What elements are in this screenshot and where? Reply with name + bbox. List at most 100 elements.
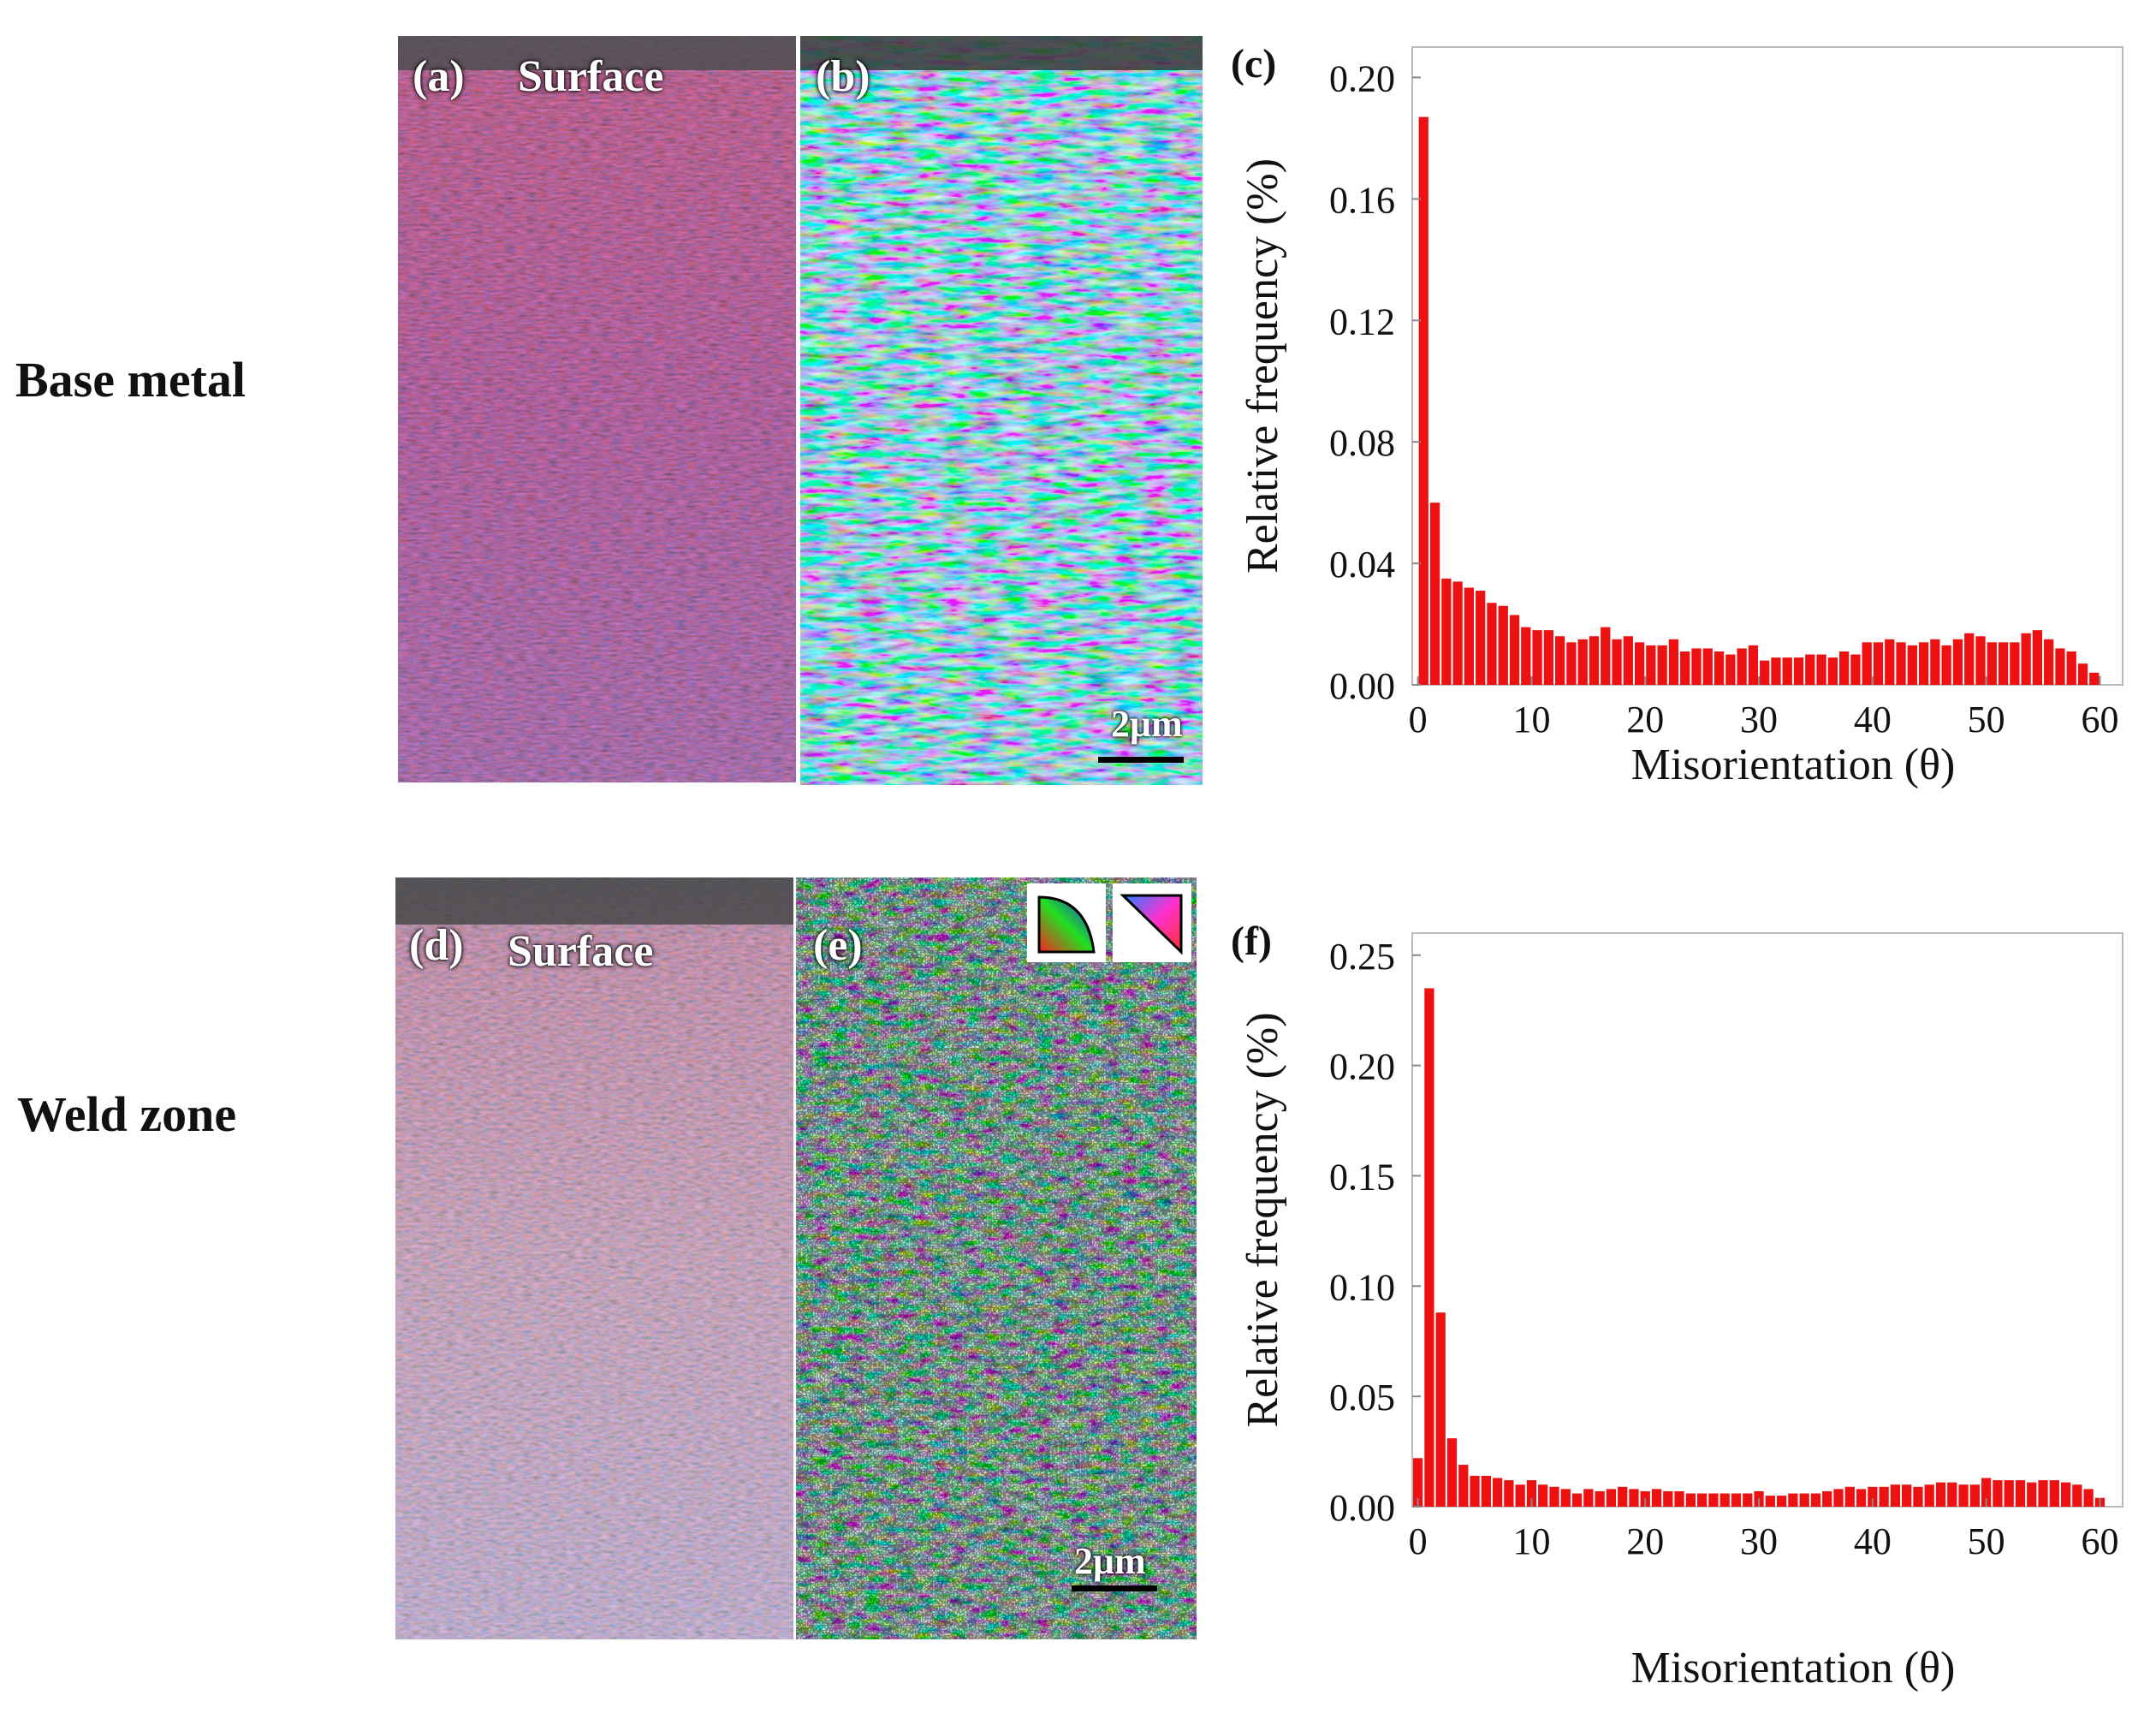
panel-e-scalebar bbox=[1072, 1585, 1157, 1591]
chart-c-bar bbox=[1543, 630, 1553, 685]
chart-c-y-tick-label: 0.16 bbox=[1329, 179, 1395, 221]
chart-c-x-tick-label: 10 bbox=[1512, 699, 1550, 741]
chart-f-bar bbox=[1606, 1489, 1617, 1507]
chart-c-bar bbox=[1589, 636, 1600, 685]
chart-f-bar bbox=[1743, 1493, 1753, 1507]
chart-f-bar bbox=[1981, 1478, 1992, 1507]
chart-c-x-tick-label: 20 bbox=[1626, 699, 1664, 741]
chart-f-bar bbox=[1902, 1484, 1912, 1507]
chart-f-x-tick-label: 40 bbox=[1854, 1520, 1892, 1562]
chart-c: (c) 0.00 0.04 0.08 0.12 0.16 0.20 0 10 20 30 40 50… bbox=[1231, 41, 2123, 789]
chart-f-bar bbox=[1765, 1496, 1775, 1507]
chart-f-bar bbox=[1595, 1490, 1605, 1507]
ipf-key-triangle-icon bbox=[1027, 883, 1106, 962]
chart-c-bar bbox=[1748, 645, 1759, 685]
chart-c-bar bbox=[1850, 654, 1861, 685]
chart-f-bar bbox=[1618, 1486, 1628, 1507]
chart-f-bar bbox=[1663, 1490, 1673, 1507]
chart-c-bar bbox=[1725, 654, 1736, 685]
chart-c-bar bbox=[2077, 663, 2088, 685]
chart-f-bar bbox=[1868, 1486, 1878, 1507]
chart-f-bar bbox=[1515, 1484, 1525, 1507]
chart-f-bar bbox=[1413, 1458, 1423, 1507]
panel-e-ipf-map bbox=[796, 877, 1197, 1639]
chart-c-bar bbox=[1532, 630, 1542, 685]
chart-c-bar bbox=[2089, 672, 2100, 685]
panel-d-texture bbox=[395, 877, 793, 1639]
chart-c-bar bbox=[1862, 642, 1872, 685]
panel-b-letter: (b) bbox=[816, 52, 870, 101]
chart-f-bar bbox=[2038, 1480, 2048, 1507]
chart-c-bar bbox=[1805, 654, 1815, 685]
chart-c-bar bbox=[1691, 648, 1702, 685]
chart-c-plot-frame bbox=[1411, 46, 2123, 686]
chart-f-bar bbox=[1470, 1475, 1480, 1507]
chart-f-bar bbox=[1685, 1493, 1696, 1507]
chart-c-x-tick-label: 60 bbox=[2081, 699, 2118, 741]
chart-f-bar bbox=[2072, 1484, 2082, 1507]
panel-a-texture bbox=[398, 36, 796, 782]
chart-f-bar bbox=[1697, 1493, 1708, 1507]
chart-f-x-axis-label: Misorientation (θ) bbox=[1631, 1644, 1956, 1692]
chart-f-bar bbox=[1583, 1489, 1594, 1507]
chart-f-bar bbox=[1810, 1493, 1821, 1507]
chart-c-bar bbox=[2055, 648, 2065, 685]
panel-a-micrograph bbox=[398, 36, 796, 782]
chart-f-bar bbox=[2083, 1489, 2094, 1507]
chart-c-bar bbox=[1827, 657, 1838, 685]
chart-c-bar bbox=[1998, 642, 2009, 685]
chart-f-bar bbox=[1958, 1484, 1969, 1507]
chart-c-bar bbox=[1964, 633, 1975, 685]
chart-f-bar bbox=[1435, 1312, 1446, 1507]
chart-f-bar bbox=[1844, 1486, 1855, 1507]
chart-f-plot-frame bbox=[1411, 932, 2123, 1508]
chart-c-bar bbox=[1555, 636, 1565, 685]
chart-f-bar bbox=[1856, 1489, 1867, 1507]
chart-c-bar bbox=[1975, 636, 1986, 685]
chart-f-bar bbox=[1993, 1480, 2003, 1507]
chart-f-bar bbox=[1776, 1496, 1787, 1507]
chart-f-bar bbox=[1481, 1475, 1491, 1507]
chart-c-y-tick-label: 0.04 bbox=[1329, 544, 1395, 586]
chart-c-bar bbox=[1452, 581, 1463, 685]
chart-c-bar bbox=[1930, 639, 1940, 685]
panel-e-scale-label: 2μm bbox=[1074, 1540, 1146, 1582]
chart-c-bar bbox=[1702, 648, 1713, 685]
chart-c-bar bbox=[1521, 627, 1531, 685]
chart-c-x-tick-label: 50 bbox=[1968, 699, 2005, 741]
chart-f-x-tick-label: 60 bbox=[2081, 1520, 2118, 1562]
chart-c-bar bbox=[2010, 642, 2020, 685]
chart-f-bar bbox=[1799, 1493, 1809, 1507]
chart-c-bar bbox=[2044, 639, 2054, 685]
chart-f-x-tick-label: 0 bbox=[1409, 1520, 1428, 1562]
chart-f-bar bbox=[1538, 1484, 1548, 1507]
chart-f-bar bbox=[1719, 1493, 1730, 1507]
chart-c-bar bbox=[1816, 654, 1826, 685]
chart-c-bar bbox=[1623, 636, 1633, 685]
chart-f-bar bbox=[1560, 1489, 1571, 1507]
chart-f-x-tick-label: 10 bbox=[1512, 1520, 1550, 1562]
chart-c-bar bbox=[1498, 605, 1508, 685]
row-label-weld-zone: Weld zone bbox=[17, 1086, 237, 1142]
panel-b-scalebar bbox=[1098, 757, 1184, 763]
chart-c-bar bbox=[1941, 645, 1951, 685]
panel-b-scale-label: 2μm bbox=[1111, 703, 1183, 745]
chart-c-bar bbox=[1601, 627, 1611, 685]
chart-f-y-tick-label: 0.15 bbox=[1329, 1156, 1395, 1198]
chart-f-bar bbox=[1571, 1493, 1583, 1507]
chart-f-bar bbox=[1788, 1493, 1798, 1507]
chart-c-bar bbox=[1782, 657, 1792, 685]
chart-f-bar bbox=[1879, 1486, 1889, 1507]
chart-c-bar bbox=[1771, 657, 1781, 685]
chart-c-x-tick-label: 0 bbox=[1409, 699, 1428, 741]
chart-c-bar bbox=[1714, 651, 1725, 685]
panel-e-texture bbox=[796, 877, 1197, 1639]
chart-c-y-axis-label: Relative frequency (%) bbox=[1238, 158, 1287, 574]
panel-b-ipf-map bbox=[800, 36, 1203, 785]
chart-f-bar bbox=[1822, 1490, 1832, 1507]
chart-c-bar bbox=[1476, 591, 1486, 685]
panel-e-letter: (e) bbox=[813, 921, 863, 970]
chart-c-bar bbox=[1429, 503, 1440, 685]
chart-c-bar bbox=[1509, 615, 1520, 685]
ipf-key-wedge-icon bbox=[1113, 883, 1191, 962]
